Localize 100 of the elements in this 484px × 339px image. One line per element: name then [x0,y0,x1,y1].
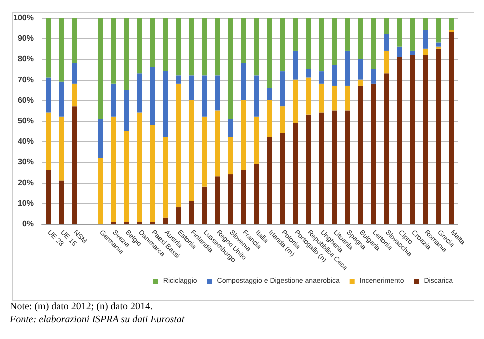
bar [267,88,272,100]
bar [189,76,194,100]
bar [254,116,259,164]
bar [332,110,337,224]
bar [423,55,428,224]
y-tick-label: 90% [18,34,34,44]
bar [345,18,350,51]
bar [280,18,285,72]
bar [319,84,324,113]
bar [371,84,376,224]
bar [267,100,272,138]
bar [423,48,428,56]
y-tick-label: 70% [18,75,34,84]
bar [189,18,194,76]
bar [293,80,298,124]
bar [72,18,77,64]
bar [410,18,415,51]
y-tick-label: 40% [18,137,34,146]
bar [371,70,376,84]
bar [150,18,155,68]
bar [176,208,181,224]
bar [397,46,402,58]
bar [46,112,51,170]
bar [202,18,207,76]
bar [254,76,259,117]
bar [319,112,324,224]
bar [202,116,207,187]
bar [189,100,194,202]
bar [98,18,103,119]
bar [449,32,454,224]
bar [72,106,77,224]
bar [358,18,363,60]
bar [228,174,233,224]
bar [423,30,428,49]
y-tick-label: 20% [18,178,34,188]
bar [410,50,415,56]
bar [241,100,246,170]
bar [345,86,350,111]
bar [345,110,350,224]
bar [241,63,246,100]
bar [332,86,337,111]
bar [280,133,285,224]
bar [345,50,350,86]
bar [59,18,64,82]
bar [280,72,285,107]
bar [358,86,363,224]
bar [449,18,454,30]
bar [215,176,220,224]
bar [280,106,285,134]
y-tick-label: 50% [18,116,34,126]
bar [397,57,402,224]
bar [111,116,116,222]
bar [436,42,441,47]
bar [98,158,103,224]
bar [306,78,311,115]
bar [59,180,64,224]
bar [306,114,311,224]
bar [163,18,168,72]
bar [46,18,51,78]
bar [293,50,298,80]
y-tick-label: 100% [14,14,34,22]
bar [98,118,103,158]
bar [241,18,246,64]
bar [46,78,51,113]
bar [293,18,298,51]
y-tick-label: 10% [18,198,34,208]
bar [189,201,194,224]
bar [202,186,207,224]
bar [124,90,129,132]
text: Note: (m) dato 2012; (n) dato 2014. [10,302,154,312]
bar [111,18,116,84]
bar [215,76,220,111]
bar [137,74,142,113]
bar [176,18,181,76]
bar [150,67,155,126]
bar [384,34,389,51]
y-tick-label: 80% [18,54,34,64]
bar [163,218,168,224]
bar [163,137,168,218]
bar [397,18,402,47]
bar [254,164,259,224]
bar [124,131,129,222]
bar [319,72,324,84]
bar [228,118,233,138]
y-tick-label: 0% [22,220,34,228]
bar [319,18,324,72]
bar [215,18,220,76]
bar [358,59,363,80]
bar [410,55,415,224]
bar [202,76,207,117]
bar [46,170,51,224]
bar [332,65,337,86]
bar [72,84,77,107]
bar [436,18,441,43]
bar [163,72,168,138]
y-tick-label: 30% [18,158,34,167]
bar [436,48,441,224]
bar [267,137,272,224]
bar [384,50,389,74]
bar [358,80,363,86]
